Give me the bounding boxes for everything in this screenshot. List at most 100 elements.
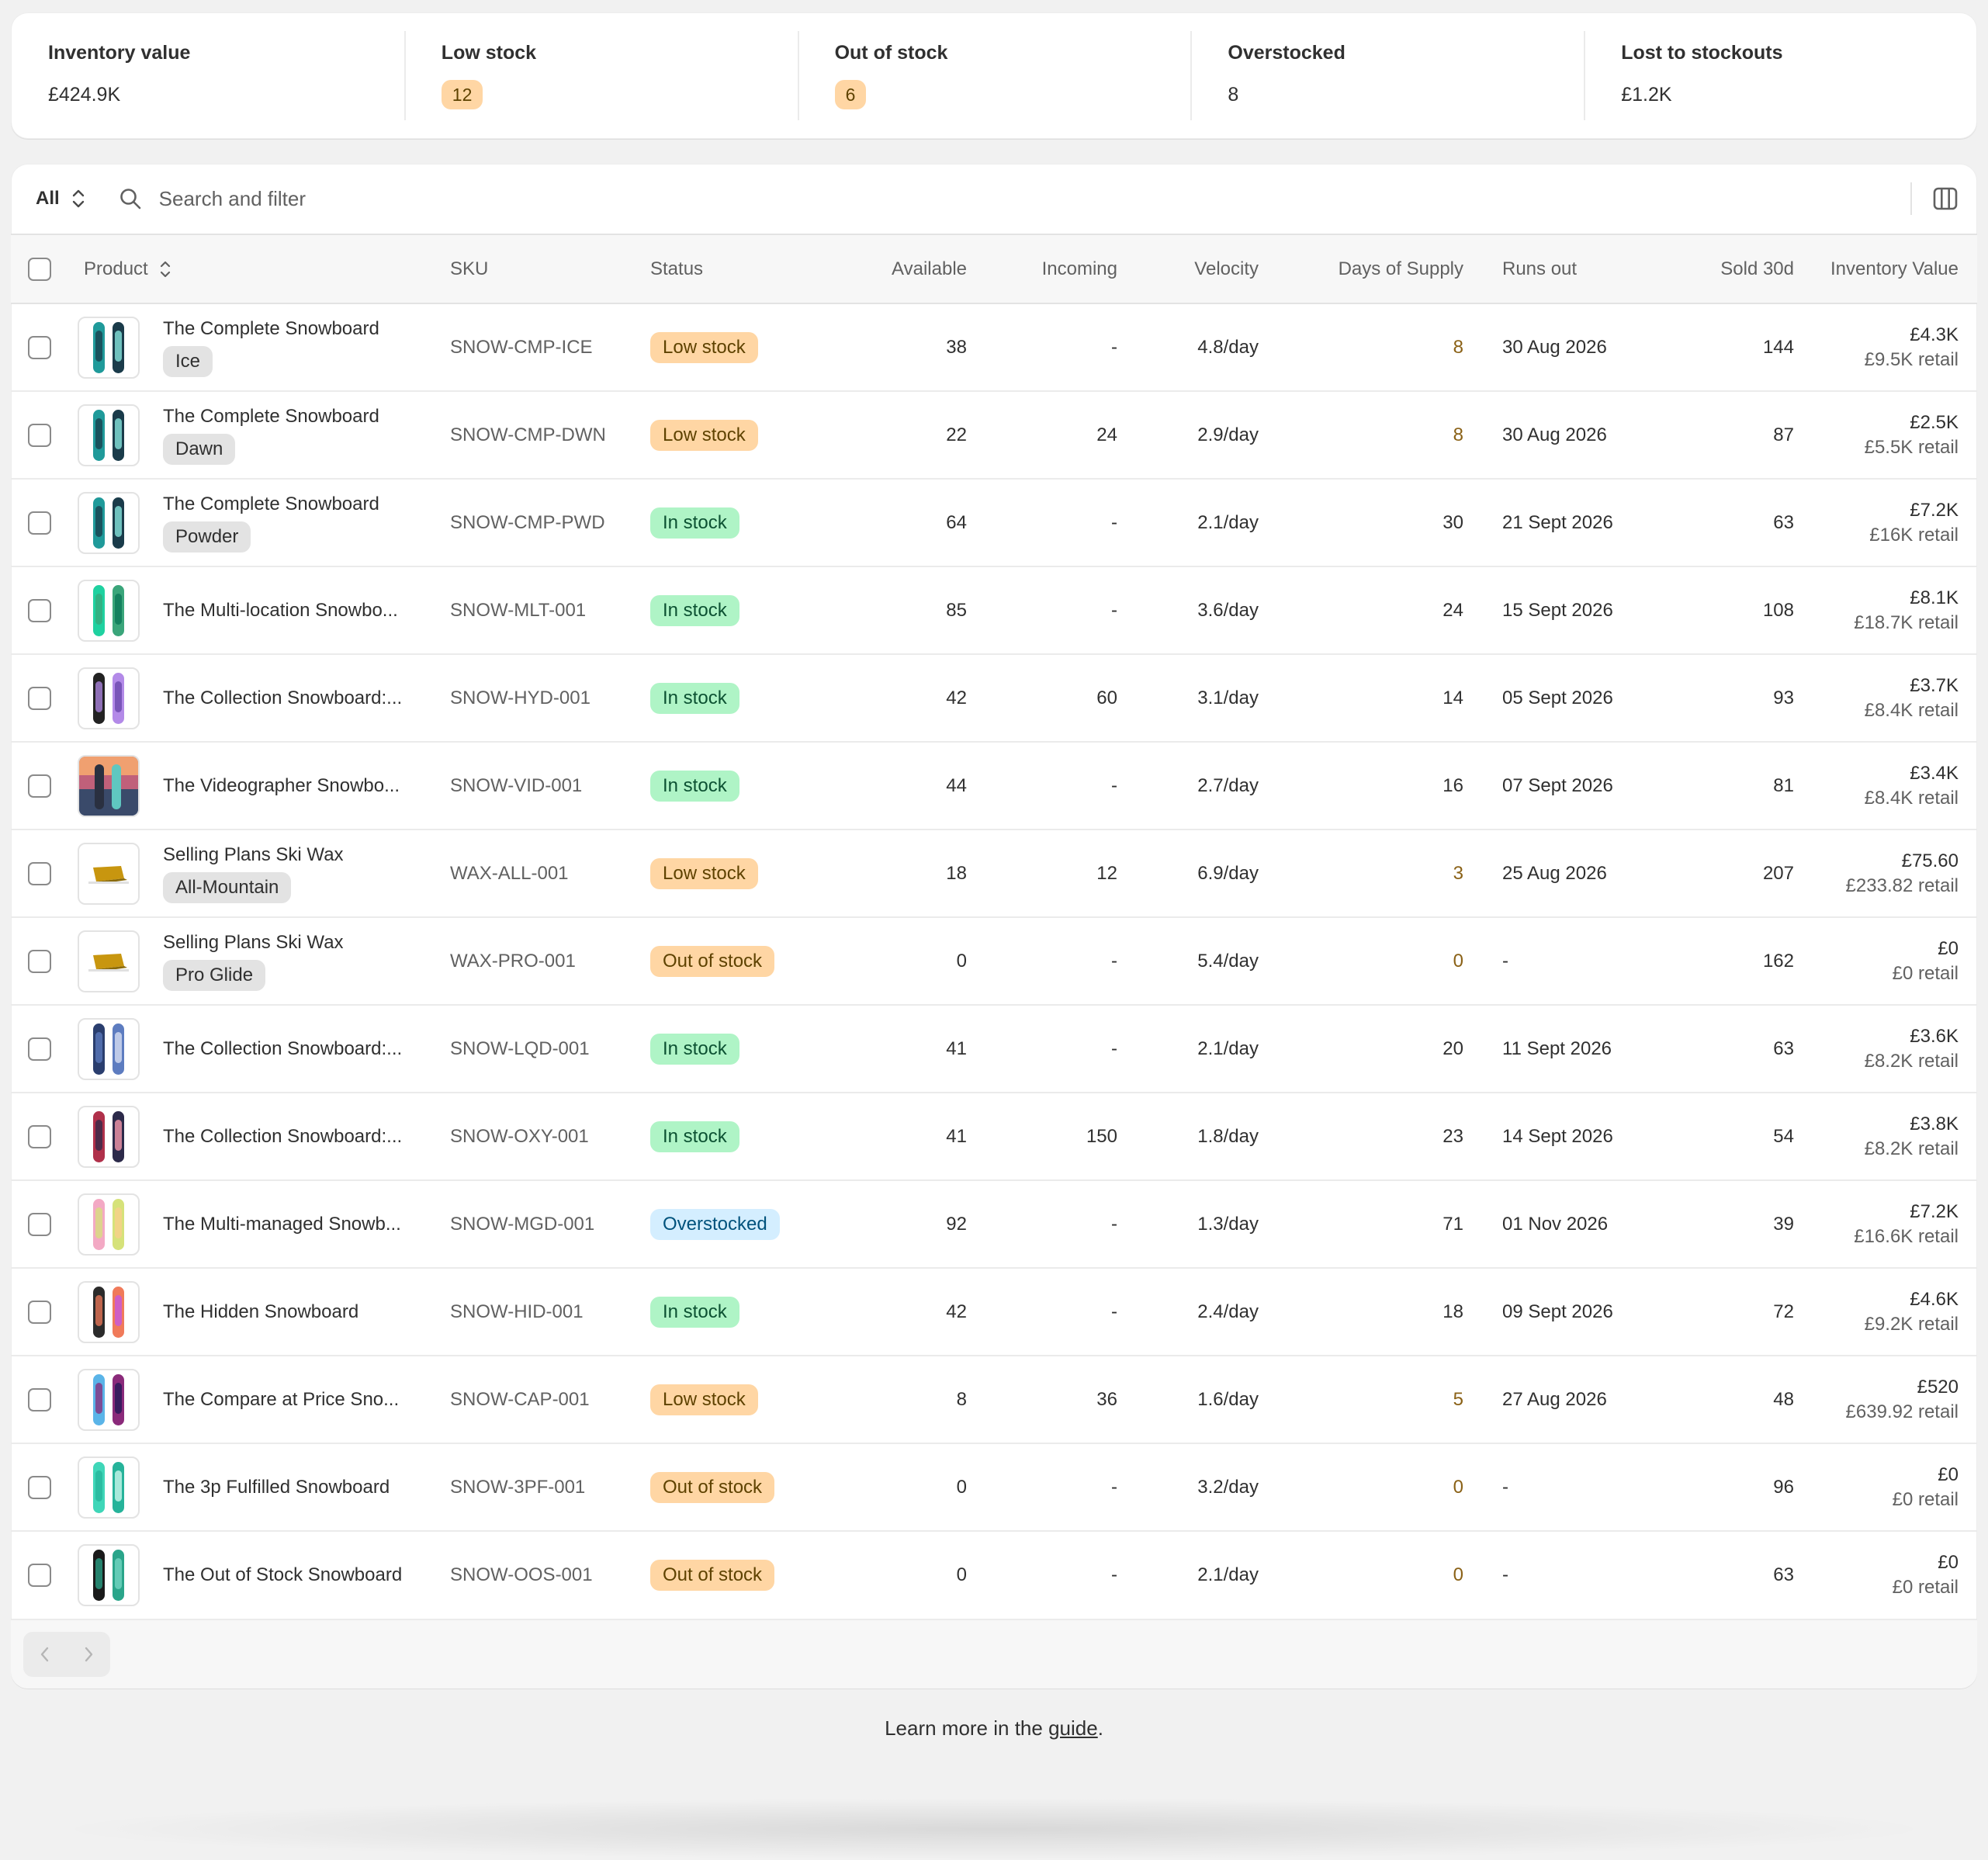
status-badge: Out of stock — [650, 945, 775, 977]
row-checkbox[interactable] — [28, 1037, 51, 1061]
metric-inventory-value[interactable]: Inventory value £424.9K — [11, 12, 404, 139]
status-badge: Out of stock — [650, 1560, 775, 1591]
column-header-days-of-supply: Days of Supply — [1259, 235, 1463, 304]
row-checkbox[interactable] — [28, 1212, 51, 1236]
columns-icon[interactable] — [1932, 185, 1959, 212]
row-checkbox[interactable] — [28, 1387, 51, 1411]
inventory-value: £3.4K — [1910, 762, 1959, 784]
row-checkbox[interactable] — [28, 774, 51, 798]
runs-out-date: 01 Nov 2026 — [1463, 1179, 1625, 1268]
inventory-value: £0 — [1938, 1552, 1959, 1573]
metric-low-stock[interactable]: Low stock 12 — [403, 12, 798, 139]
table-row[interactable]: The Complete Snowboard Ice SNOW-CMP-ICE Low… — [11, 303, 1977, 391]
previous-page-button[interactable] — [23, 1632, 67, 1677]
product-thumbnail — [78, 930, 140, 992]
table-row[interactable]: The Complete Snowboard Powder SNOW-CMP-PWD… — [11, 478, 1977, 566]
row-checkbox[interactable] — [28, 511, 51, 535]
table-row[interactable]: Selling Plans Ski Wax Pro Glide WAX-PRO-00… — [11, 916, 1977, 1005]
product-cell[interactable]: Selling Plans Ski Wax Pro Glide — [78, 930, 450, 992]
table-row[interactable]: The Hidden Snowboard SNOW-HID-001 In stock… — [11, 1267, 1977, 1356]
product-cell[interactable]: The Complete Snowboard Powder — [78, 491, 450, 554]
product-cell[interactable]: The Complete Snowboard Dawn — [78, 404, 450, 466]
table-row[interactable]: The Out of Stock Snowboard SNOW-OOS-001 Ou… — [11, 1530, 1977, 1619]
next-page-button[interactable] — [67, 1632, 110, 1677]
incoming-count: 60 — [967, 653, 1117, 742]
metric-overstocked[interactable]: Overstocked 8 — [1190, 12, 1584, 139]
table-row[interactable]: The Videographer Snowbo... SNOW-VID-001 In… — [11, 741, 1977, 830]
sold-30d: 63 — [1625, 1004, 1794, 1093]
product-name: The Out of Stock Snowboard — [163, 1564, 403, 1585]
row-checkbox[interactable] — [28, 1475, 51, 1499]
product-cell[interactable]: The Complete Snowboard Ice — [78, 316, 450, 379]
incoming-count: - — [967, 1004, 1117, 1093]
table-row[interactable]: The Collection Snowboard:... SNOW-LQD-001… — [11, 1004, 1977, 1093]
guide-link[interactable]: guide — [1048, 1716, 1098, 1740]
product-cell[interactable]: The Videographer Snowbo... — [78, 754, 450, 817]
product-thumbnail — [78, 491, 140, 554]
product-cell[interactable]: The Collection Snowboard:... — [78, 1017, 450, 1080]
velocity: 3.1/day — [1117, 653, 1259, 742]
table-row[interactable]: The Compare at Price Sno... SNOW-CAP-001 L… — [11, 1355, 1977, 1443]
row-checkbox[interactable] — [28, 1300, 51, 1324]
velocity: 2.7/day — [1117, 741, 1259, 830]
incoming-count: - — [967, 741, 1117, 830]
table-row[interactable]: Selling Plans Ski Wax All-Mountain WAX-ALL… — [11, 829, 1977, 917]
row-checkbox[interactable] — [28, 423, 51, 447]
velocity: 1.6/day — [1117, 1355, 1259, 1443]
product-cell[interactable]: Selling Plans Ski Wax All-Mountain — [78, 842, 450, 905]
product-cell[interactable]: The Hidden Snowboard — [78, 1280, 450, 1343]
row-checkbox[interactable] — [28, 1124, 51, 1148]
snowboard-icon — [79, 756, 138, 816]
table-row[interactable]: The Collection Snowboard:... SNOW-HYD-001… — [11, 653, 1977, 742]
velocity: 2.9/day — [1117, 390, 1259, 479]
velocity: 1.3/day — [1117, 1179, 1259, 1268]
snowboard-icon — [87, 1197, 130, 1252]
table-row[interactable]: The 3p Fulfilled Snowboard SNOW-3PF-001 Ou… — [11, 1443, 1977, 1531]
inventory-table-card: All — [11, 164, 1977, 1689]
select-all-checkbox[interactable] — [28, 257, 51, 281]
snowboard-icon — [87, 1021, 130, 1077]
days-of-supply: 30 — [1259, 478, 1463, 566]
metric-lost-to-stockouts[interactable]: Lost to stockouts £1.2K — [1584, 12, 1977, 139]
product-cell[interactable]: The Multi-location Snowbo... — [78, 579, 450, 642]
search-input[interactable] — [157, 185, 781, 212]
incoming-count: - — [967, 478, 1117, 566]
row-checkbox[interactable] — [28, 861, 51, 885]
product-name: The Collection Snowboard:... — [163, 687, 403, 708]
snowboard-icon — [87, 1460, 130, 1515]
chevron-up-down-icon — [72, 189, 84, 208]
column-header-product[interactable]: Product — [73, 235, 450, 304]
incoming-count: 36 — [967, 1355, 1117, 1443]
table-toolbar: All — [11, 164, 1977, 235]
sold-30d: 144 — [1762, 336, 1794, 358]
status-badge: Low stock — [650, 857, 758, 889]
product-cell[interactable]: The Multi-managed Snowb... — [78, 1193, 450, 1256]
sku: SNOW-LQD-001 — [450, 1037, 590, 1059]
row-checkbox[interactable] — [28, 949, 51, 973]
incoming-count: - — [967, 916, 1117, 1005]
row-checkbox[interactable] — [28, 686, 51, 710]
runs-out-date: 07 Sept 2026 — [1463, 741, 1625, 830]
column-header-runs-out: Runs out — [1463, 235, 1625, 304]
table-row[interactable]: The Collection Snowboard:... SNOW-OXY-001… — [11, 1092, 1977, 1180]
product-cell[interactable]: The Collection Snowboard:... — [78, 1105, 450, 1168]
product-cell[interactable]: The Out of Stock Snowboard — [78, 1544, 450, 1606]
view-selector[interactable]: All — [36, 188, 85, 210]
chevron-left-icon — [40, 1647, 49, 1662]
inventory-value: £520 — [1917, 1376, 1959, 1398]
product-cell[interactable]: The 3p Fulfilled Snowboard — [78, 1456, 450, 1519]
row-checkbox[interactable] — [28, 335, 51, 359]
product-thumbnail — [78, 1544, 140, 1606]
table-row[interactable]: The Multi-location Snowbo... SNOW-MLT-001… — [11, 566, 1977, 654]
table-row[interactable]: The Complete Snowboard Dawn SNOW-CMP-DWN Lo… — [11, 390, 1977, 479]
metric-out-of-stock[interactable]: Out of stock 6 — [797, 12, 1191, 139]
status-badge: In stock — [650, 1033, 739, 1065]
pagination — [11, 1619, 1977, 1689]
product-cell[interactable]: The Compare at Price Sno... — [78, 1368, 450, 1431]
available-count: 44 — [813, 741, 967, 830]
product-cell[interactable]: The Collection Snowboard:... — [78, 667, 450, 729]
retail-value: £8.4K retail — [1864, 699, 1959, 721]
row-checkbox[interactable] — [28, 598, 51, 622]
row-checkbox[interactable] — [28, 1564, 51, 1587]
table-row[interactable]: The Multi-managed Snowb... SNOW-MGD-001 Ov… — [11, 1179, 1977, 1268]
